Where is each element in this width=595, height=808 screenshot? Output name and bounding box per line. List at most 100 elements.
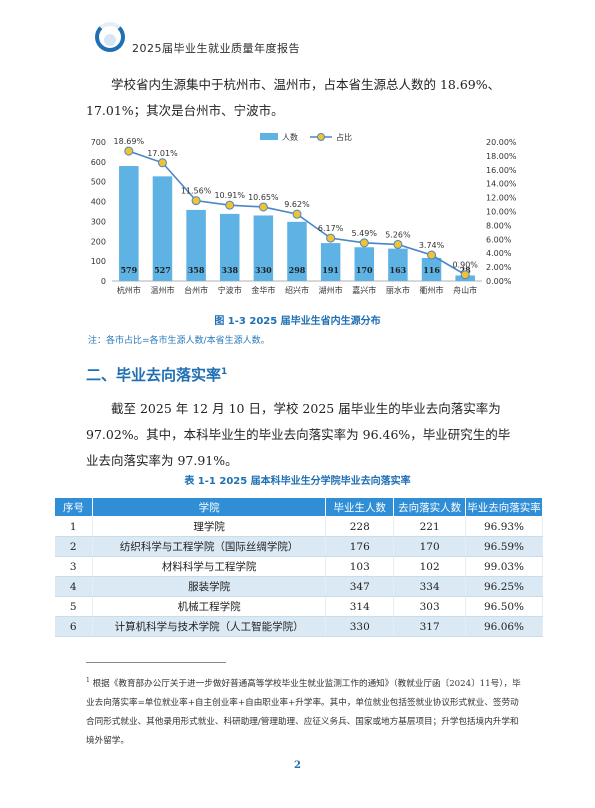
bar [354, 247, 375, 281]
rate-paragraph: 截至 2025 年 12 月 10 日，学校 2025 届毕业生的毕业去向落实率… [86, 401, 511, 468]
header-title: 2025届毕业生就业质量年度报告 [132, 42, 300, 55]
cell-college: 机械工程学院 [92, 596, 327, 617]
y-left-tick-label: 0 [101, 277, 106, 286]
x-tick-label: 衢州市 [420, 285, 444, 295]
legend-bar-label: 人数 [282, 132, 298, 142]
ratio-point [157, 158, 167, 168]
y-left-tick-label: 200 [91, 237, 106, 246]
cell-placed: 334 [393, 576, 467, 597]
bar-value-label: 191 [322, 265, 339, 275]
section-title-text: 二、毕业去向落实率 [86, 366, 222, 384]
bar [320, 243, 341, 281]
cell-graduates: 228 [325, 516, 395, 537]
cell-index: 5 [54, 596, 93, 617]
ratio-point [427, 250, 437, 260]
cell-college: 纺织科学与工程学院（国际丝绸学院） [92, 536, 327, 557]
bar-value-label: 28 [460, 265, 472, 275]
cell-rate: 96.59% [465, 536, 543, 557]
y-right-tick-label: 0.00% [486, 277, 512, 286]
legend-bar-swatch [260, 133, 278, 140]
cell-placed: 221 [393, 516, 467, 537]
ratio-point-label: 3.74% [419, 241, 445, 250]
bar [421, 257, 442, 281]
ratio-point-label: 6.17% [318, 224, 344, 233]
cell-index: 1 [54, 516, 93, 537]
cell-index: 6 [54, 616, 93, 637]
y-left-tick-label: 600 [91, 158, 106, 167]
cell-graduates: 347 [325, 576, 395, 597]
cell-placed: 317 [393, 616, 467, 637]
cell-rate: 96.50% [465, 596, 543, 617]
cell-placed: 303 [393, 596, 467, 617]
y-right-tick-label: 18.00% [486, 152, 517, 161]
x-tick-label: 金华市 [251, 285, 275, 295]
cell-rate: 96.93% [465, 516, 543, 537]
y-right-tick-label: 6.00% [486, 235, 512, 244]
col-header-placed: 去向落实人数 [393, 497, 467, 517]
table-caption: 表 1-1 2025 届本科毕业生分学院毕业去向落实率 [184, 476, 411, 487]
cell-graduates: 330 [325, 616, 395, 637]
x-tick-label: 湖州市 [319, 285, 343, 295]
legend-line-label: 占比 [336, 132, 352, 142]
chart-caption: 图 1-3 2025 届毕业生省内生源分布 [214, 316, 381, 327]
y-left-tick-label: 300 [91, 217, 106, 226]
bar-value-label: 170 [356, 265, 373, 275]
bar-value-label: 338 [221, 265, 238, 275]
y-right-tick-label: 12.00% [486, 194, 517, 203]
y-left-tick-label: 100 [91, 257, 106, 266]
intro-paragraph: 学校省内生源集中于杭州市、温州市，占本省生源总人数的 18.69%、17.01%… [86, 77, 501, 118]
ratio-point [460, 270, 470, 280]
x-tick-label: 绍兴市 [285, 285, 309, 295]
x-tick-label: 丽水市 [386, 285, 410, 295]
y-left-tick-label: 700 [91, 138, 106, 147]
footnote-marker: 1 [86, 677, 90, 684]
university-logo-icon [95, 22, 125, 52]
footnote-divider [86, 662, 226, 663]
page-number: 2 [294, 760, 301, 771]
x-tick-label: 杭州市 [117, 285, 141, 295]
table-row: 1 理学院 228 221 96.93% [54, 516, 543, 537]
ratio-point [124, 146, 134, 156]
col-header-graduates: 毕业生人数 [325, 497, 395, 517]
cell-placed: 102 [393, 556, 467, 577]
ratio-point-label: 11.56% [181, 187, 212, 196]
province-source-chart: 0 100 200 300 400 500 600 700 0.00% 2.00% 4.00% 6.0… [91, 132, 517, 295]
bar [388, 248, 408, 281]
ratio-point-label: 10.65% [248, 193, 279, 202]
table-header-row: 序号 学院 毕业生人数 去向落实人数 毕业去向落实率 [54, 497, 543, 517]
bar-value-label: 298 [289, 265, 306, 275]
legend-marker-swatch [317, 133, 325, 141]
bar [186, 209, 206, 281]
bar-value-label: 358 [188, 265, 205, 275]
ratio-point [292, 209, 302, 219]
ratio-point [359, 238, 369, 248]
y-right-tick-label: 2.00% [486, 263, 512, 272]
footnote-ref: 1 [221, 367, 228, 377]
ratio-point-label: 5.26% [385, 230, 411, 239]
ratio-point-label: 9.62% [284, 200, 310, 209]
cell-graduates: 176 [325, 536, 395, 557]
y-right-tick-label: 10.00% [486, 208, 517, 217]
cell-college: 材料科学与工程学院 [92, 556, 327, 577]
cell-college: 服装学院 [92, 576, 327, 597]
college-rate-table: 序号 学院 毕业生人数 去向落实人数 毕业去向落实率 1 理学院 228 221 96.… [54, 497, 543, 637]
cell-index: 2 [54, 536, 93, 557]
page-header: 2025届毕业生就业质量年度报告 [0, 0, 595, 55]
ratio-point-label: 5.49% [352, 229, 378, 238]
y-right-tick-label: 14.00% [486, 180, 517, 189]
ratio-point-label: 17.01% [147, 149, 178, 158]
col-header-index: 序号 [54, 497, 93, 517]
col-header-college: 学院 [91, 497, 327, 517]
footnote-text: 根据《教育部办公厅关于进一步做好普通高等学校毕业生就业监测工作的通知》（教就业厅… [86, 678, 521, 746]
ratio-point-label: 18.69% [114, 137, 145, 146]
bar [253, 215, 274, 281]
bar-value-label: 579 [120, 265, 137, 275]
x-tick-label: 宁波市 [218, 285, 242, 295]
table-row: 2 纺织科学与工程学院（国际丝绸学院） 176 170 96.59% [54, 536, 543, 557]
y-right-tick-label: 8.00% [486, 221, 512, 230]
x-tick-label: 舟山市 [453, 285, 477, 295]
cell-index: 4 [54, 576, 93, 597]
bar [287, 221, 307, 281]
bar-value-label: 116 [423, 265, 440, 275]
x-tick-label: 温州市 [150, 285, 174, 295]
